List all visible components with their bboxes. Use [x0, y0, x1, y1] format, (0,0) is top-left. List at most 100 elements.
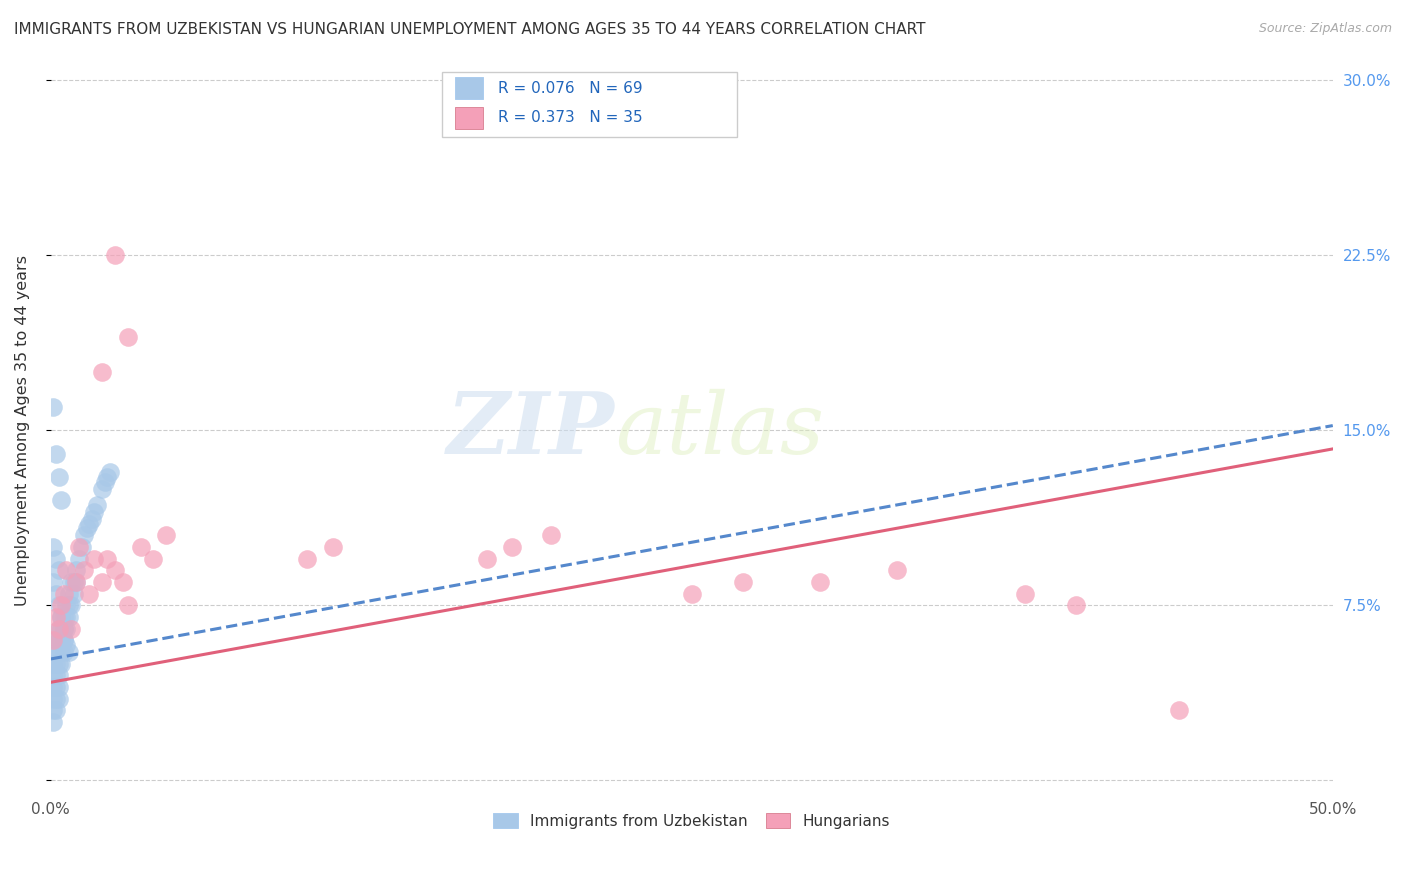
FancyBboxPatch shape: [441, 72, 737, 137]
Point: [45, 691, 67, 706]
Point: [55, 610, 77, 624]
Point: [48, 680, 70, 694]
Point: [808, 574, 831, 589]
Point: [58, 645, 80, 659]
Point: [49, 610, 72, 624]
Point: [49, 622, 72, 636]
Point: [60, 599, 83, 613]
Point: [58, 599, 80, 613]
Point: [42, 691, 65, 706]
Point: [55, 563, 77, 577]
Point: [45, 703, 67, 717]
Point: [1066, 599, 1088, 613]
Point: [117, 599, 139, 613]
Point: [1014, 586, 1036, 600]
Point: [42, 714, 65, 729]
Point: [48, 599, 70, 613]
Point: [79, 516, 101, 531]
FancyBboxPatch shape: [454, 107, 482, 128]
Point: [45, 680, 67, 694]
Point: [886, 563, 908, 577]
Point: [55, 599, 77, 613]
Point: [80, 512, 103, 526]
Point: [45, 446, 67, 460]
Point: [52, 633, 75, 648]
Point: [322, 540, 344, 554]
Point: [42, 574, 65, 589]
Point: [49, 610, 72, 624]
Point: [155, 528, 177, 542]
Text: atlas: atlas: [614, 389, 824, 472]
Point: [76, 521, 98, 535]
Point: [96, 470, 118, 484]
Point: [48, 563, 70, 577]
Point: [52, 586, 75, 600]
Point: [540, 528, 562, 542]
Point: [475, 551, 498, 566]
Point: [60, 622, 83, 636]
Point: [48, 645, 70, 659]
Point: [55, 638, 77, 652]
Point: [73, 563, 96, 577]
Point: [52, 610, 75, 624]
Point: [93, 475, 115, 489]
Text: Source: ZipAtlas.com: Source: ZipAtlas.com: [1258, 22, 1392, 36]
Point: [45, 657, 67, 671]
Point: [48, 622, 70, 636]
Point: [52, 622, 75, 636]
Point: [63, 586, 86, 600]
Point: [48, 470, 70, 484]
Point: [142, 551, 165, 566]
Point: [96, 551, 118, 566]
Point: [297, 551, 319, 566]
Point: [49, 657, 72, 671]
Point: [48, 668, 70, 682]
Point: [49, 645, 72, 659]
Text: IMMIGRANTS FROM UZBEKISTAN VS HUNGARIAN UNEMPLOYMENT AMONG AGES 35 TO 44 YEARS C: IMMIGRANTS FROM UZBEKISTAN VS HUNGARIAN …: [14, 22, 925, 37]
Point: [98, 465, 121, 479]
Point: [48, 691, 70, 706]
Point: [58, 586, 80, 600]
Point: [91, 574, 114, 589]
Point: [63, 574, 86, 589]
Point: [104, 248, 127, 262]
Point: [70, 540, 93, 554]
Point: [45, 586, 67, 600]
Point: [45, 633, 67, 648]
Point: [49, 633, 72, 648]
Point: [91, 482, 114, 496]
Point: [45, 668, 67, 682]
Point: [79, 586, 101, 600]
FancyBboxPatch shape: [454, 78, 482, 99]
Legend: Immigrants from Uzbekistan, Hungarians: Immigrants from Uzbekistan, Hungarians: [488, 807, 896, 835]
Point: [65, 563, 87, 577]
Point: [67, 540, 90, 554]
Point: [48, 657, 70, 671]
Point: [86, 498, 108, 512]
Point: [45, 645, 67, 659]
Point: [42, 633, 65, 648]
Point: [73, 528, 96, 542]
Point: [65, 574, 87, 589]
Point: [67, 551, 90, 566]
Point: [681, 586, 703, 600]
Point: [48, 622, 70, 636]
Point: [42, 540, 65, 554]
Point: [42, 668, 65, 682]
Point: [42, 400, 65, 414]
Point: [45, 610, 67, 624]
Text: R = 0.373   N = 35: R = 0.373 N = 35: [498, 111, 643, 125]
Text: R = 0.076   N = 69: R = 0.076 N = 69: [498, 80, 643, 95]
Y-axis label: Unemployment Among Ages 35 to 44 years: Unemployment Among Ages 35 to 44 years: [15, 255, 30, 606]
Point: [52, 622, 75, 636]
Point: [111, 574, 134, 589]
Point: [733, 574, 755, 589]
Point: [83, 505, 105, 519]
Point: [60, 574, 83, 589]
Point: [52, 633, 75, 648]
Text: ZIP: ZIP: [447, 389, 614, 472]
Point: [65, 574, 87, 589]
Point: [58, 610, 80, 624]
Point: [49, 599, 72, 613]
Point: [45, 551, 67, 566]
